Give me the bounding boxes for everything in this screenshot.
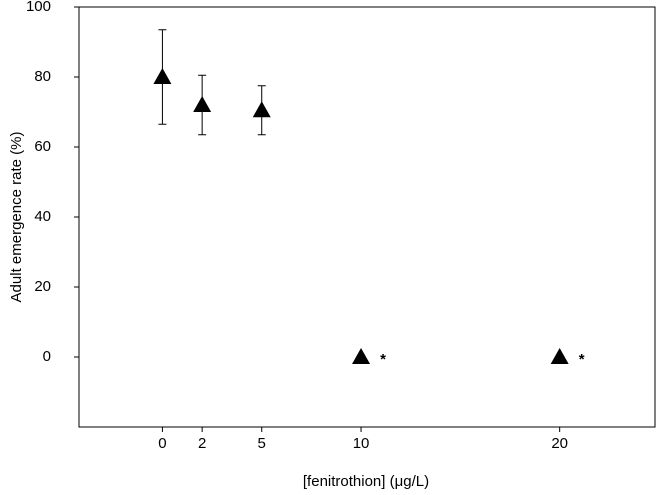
point	[153, 68, 172, 84]
y-axis-label: Adult emergence rate (%)	[8, 132, 25, 303]
y-tick-label: 80	[34, 68, 51, 85]
x-tick-label: 5	[258, 435, 266, 452]
point	[193, 96, 212, 112]
y-tick-label: 0	[43, 348, 51, 365]
y-tick-label: 20	[34, 278, 51, 295]
x-tick-label: 0	[158, 435, 166, 452]
point	[352, 348, 371, 364]
annotation: *	[380, 351, 386, 368]
y-tick-label: 100	[26, 0, 51, 15]
x-tick-label: 20	[551, 435, 568, 452]
y-tick-label: 60	[34, 138, 51, 155]
y-tick-label: 40	[34, 208, 51, 225]
point	[252, 101, 271, 118]
annotation: *	[579, 351, 585, 368]
x-tick-label: 10	[353, 435, 370, 452]
x-tick-label: 2	[198, 435, 206, 452]
point	[550, 348, 569, 364]
x-axis-label: [fenitrothion] (μg/L)	[303, 473, 429, 490]
